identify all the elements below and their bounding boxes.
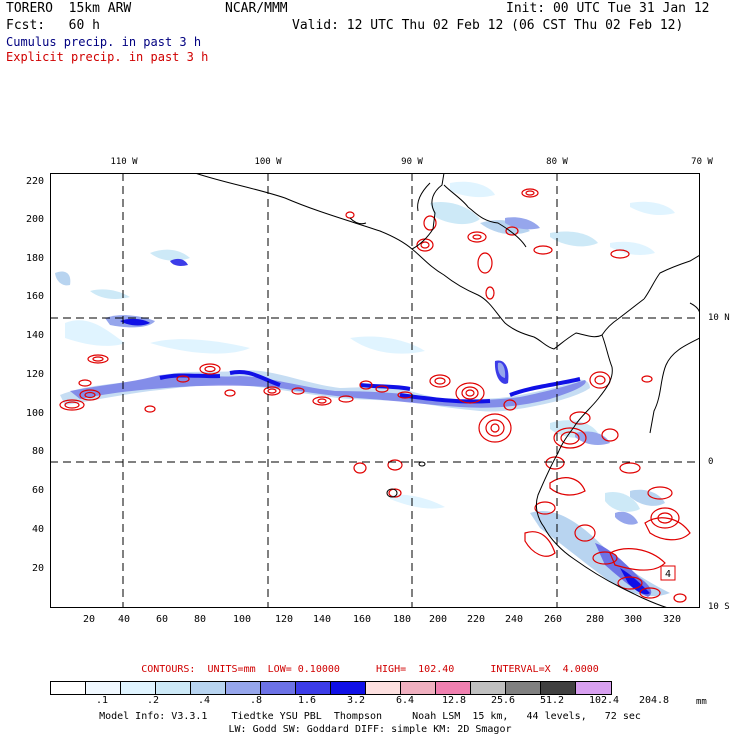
- x-tick: 60: [155, 614, 169, 625]
- colorbar-cell: [296, 682, 331, 694]
- lon-label-110w: 110 W: [110, 157, 138, 167]
- lon-label-90w: 90 W: [401, 157, 423, 167]
- y-tick: 200: [25, 214, 44, 225]
- lat-lon-grid: [50, 173, 700, 608]
- x-tick: 160: [352, 614, 372, 625]
- colorbar: [50, 681, 612, 695]
- colorbar-cell: [471, 682, 506, 694]
- explicit-precip-contours: [59, 188, 691, 603]
- colorbar-cell: [261, 682, 296, 694]
- x-tick: 20: [82, 614, 96, 625]
- model-info-line1: Model Info: V3.3.1 Tiedtke YSU PBL Thomp…: [99, 711, 641, 722]
- y-tick: 80: [31, 446, 44, 457]
- y-tick: 180: [25, 253, 44, 264]
- field-cumulus-label: Cumulus precip. in past 3 h: [6, 35, 202, 49]
- x-tick: 80: [193, 614, 207, 625]
- colorbar-label: .2: [146, 695, 160, 706]
- colorbar-label: 12.8: [441, 695, 467, 706]
- y-tick: 140: [25, 330, 44, 341]
- init-time: Init: 00 UTC Tue 31 Jan 12: [506, 1, 710, 16]
- colorbar-cell: [436, 682, 471, 694]
- colorbar-label: 25.6: [490, 695, 516, 706]
- y-tick: 20: [31, 563, 44, 574]
- x-tick: 100: [232, 614, 252, 625]
- lat-label-10s: 10 S: [708, 602, 730, 612]
- colorbar-cell: [156, 682, 191, 694]
- y-tick: 100: [25, 408, 44, 419]
- lat-label-0: 0: [708, 457, 714, 467]
- x-tick: 180: [392, 614, 412, 625]
- colorbar-cell: [401, 682, 436, 694]
- colorbar-label: .4: [197, 695, 211, 706]
- colorbar-label: 102.4: [588, 695, 620, 706]
- model-info-line2: LW: Godd SW: Goddard DIFF: simple KM: 2D…: [228, 724, 512, 735]
- model-title: TORERO 15km ARW: [6, 1, 132, 16]
- y-tick: 160: [25, 291, 44, 302]
- coastlines: [194, 173, 700, 608]
- contours-info: CONTOURS: UNITS=mm LOW= 0.10000 HIGH= 10…: [141, 664, 599, 675]
- colorbar-cell: [366, 682, 401, 694]
- precipitation-map: 4: [50, 173, 700, 608]
- x-tick: 280: [585, 614, 605, 625]
- y-tick: 40: [31, 524, 44, 535]
- lat-label-10n: 10 N: [708, 313, 730, 323]
- y-tick: 220: [25, 176, 44, 187]
- lon-label-80w: 80 W: [546, 157, 568, 167]
- x-tick: 120: [274, 614, 294, 625]
- y-tick: 120: [25, 369, 44, 380]
- forecast-hour: Fcst: 60 h: [6, 18, 100, 33]
- x-tick: 220: [466, 614, 486, 625]
- colorbar-cell: [226, 682, 261, 694]
- colorbar-label: .8: [249, 695, 263, 706]
- field-explicit-label: Explicit precip. in past 3 h: [6, 50, 209, 64]
- valid-time: Valid: 12 UTC Thu 02 Feb 12 (06 CST Thu …: [292, 18, 684, 33]
- colorbar-label: 204.8: [638, 695, 670, 706]
- x-tick: 200: [428, 614, 448, 625]
- organization: NCAR/MMM: [225, 1, 288, 16]
- colorbar-cell: [541, 682, 576, 694]
- lon-label-100w: 100 W: [254, 157, 282, 167]
- colorbar-cell: [51, 682, 86, 694]
- x-tick: 240: [504, 614, 524, 625]
- colorbar-label: 3.2: [346, 695, 366, 706]
- colorbar-label: .1: [95, 695, 109, 706]
- colorbar-cell: [86, 682, 121, 694]
- colorbar-cell: [506, 682, 541, 694]
- colorbar-cell: [121, 682, 156, 694]
- x-tick: 320: [662, 614, 682, 625]
- colorbar-units: mm: [696, 697, 707, 707]
- marker-box-label: 4: [665, 569, 671, 580]
- y-tick: 60: [31, 485, 44, 496]
- x-tick: 40: [117, 614, 131, 625]
- colorbar-cell: [191, 682, 226, 694]
- x-tick: 260: [543, 614, 563, 625]
- colorbar-label: 6.4: [395, 695, 415, 706]
- x-tick: 300: [623, 614, 643, 625]
- colorbar-cell: [331, 682, 366, 694]
- colorbar-label: 1.6: [297, 695, 317, 706]
- lon-label-70w: 70 W: [691, 157, 713, 167]
- x-tick: 140: [312, 614, 332, 625]
- colorbar-label: 51.2: [539, 695, 565, 706]
- marker-box: [660, 565, 676, 581]
- colorbar-cell: [576, 682, 611, 694]
